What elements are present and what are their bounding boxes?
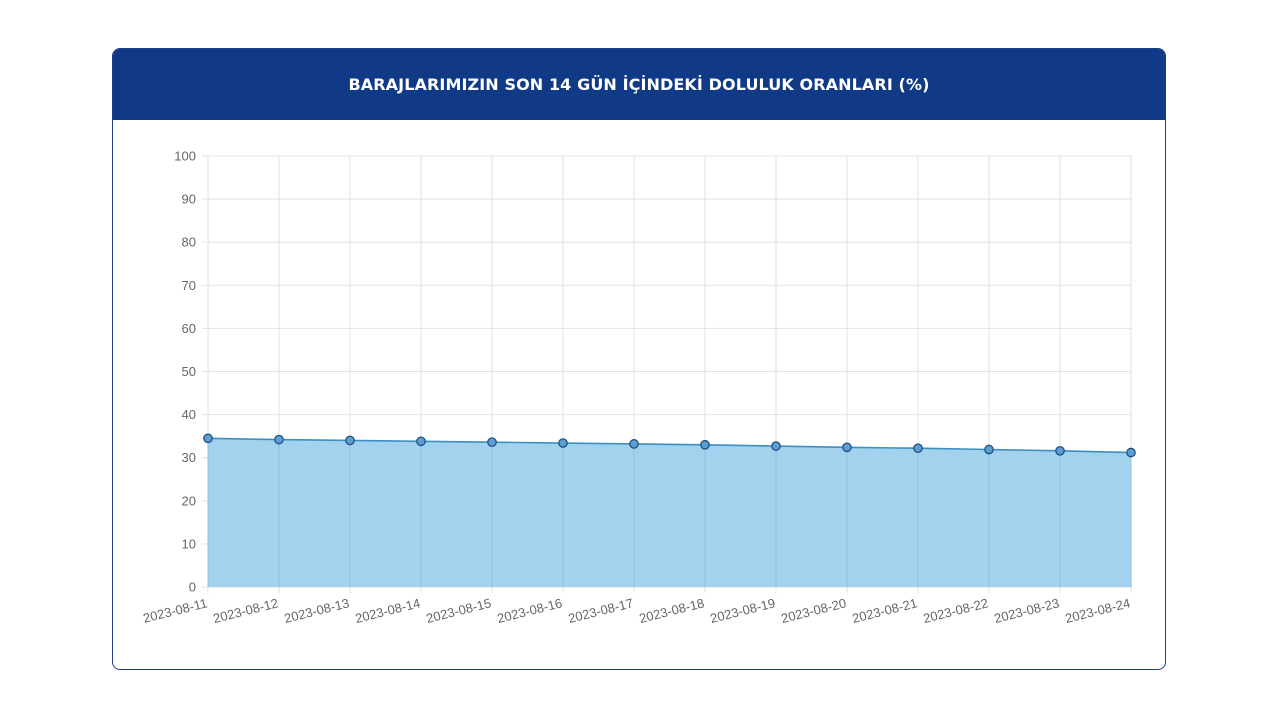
y-tick-label: 70: [182, 278, 196, 293]
y-tick-label: 30: [182, 450, 196, 465]
x-tick-label: 2023-08-18: [638, 595, 706, 626]
y-tick-label: 10: [182, 536, 196, 551]
x-tick-label: 2023-08-16: [496, 595, 564, 626]
data-point: [203, 433, 213, 444]
y-tick-label: 80: [182, 235, 196, 250]
y-tick-label: 60: [182, 321, 196, 336]
chart-title: BARAJLARIMIZIN SON 14 GÜN İÇİNDEKİ DOLUL…: [348, 75, 930, 94]
x-tick-label: 2023-08-19: [709, 595, 777, 626]
x-tick-label: 2023-08-21: [851, 595, 919, 626]
y-tick-label: 90: [182, 192, 196, 207]
x-tick-label: 2023-08-12: [212, 595, 280, 626]
y-tick-label: 50: [182, 364, 196, 379]
data-point: [913, 443, 923, 454]
x-tick-label: 2023-08-11: [141, 595, 208, 625]
series-line: [207, 437, 1132, 454]
x-tick-label: 2023-08-15: [425, 595, 493, 626]
x-tick-label: 2023-08-20: [780, 595, 848, 626]
x-tick-label: 2023-08-13: [283, 595, 351, 626]
x-tick-label: 2023-08-22: [922, 595, 990, 626]
x-tick-label: 2023-08-17: [567, 595, 635, 626]
data-point: [629, 439, 639, 449]
data-point: [487, 437, 497, 448]
data-point: [1055, 445, 1065, 456]
data-point: [984, 444, 994, 455]
data-point: [558, 438, 568, 448]
x-tick-label: 2023-08-23: [993, 595, 1061, 626]
y-tick-label: 100: [174, 149, 196, 164]
data-point: [274, 434, 284, 445]
data-point: [416, 436, 426, 447]
data-point: [771, 441, 781, 451]
data-point: [345, 435, 355, 446]
y-tick-label: 0: [189, 580, 196, 595]
x-tick-label: 2023-08-24: [1064, 595, 1132, 626]
y-tick-label: 20: [182, 493, 196, 508]
data-point: [1126, 447, 1136, 458]
x-tick-label: 2023-08-14: [354, 595, 422, 626]
series-area: [208, 438, 1131, 587]
data-point: [842, 442, 852, 453]
chart-header: BARAJLARIMIZIN SON 14 GÜN İÇİNDEKİ DOLUL…: [113, 49, 1165, 120]
data-point: [700, 439, 710, 450]
y-tick-label: 40: [182, 407, 196, 422]
